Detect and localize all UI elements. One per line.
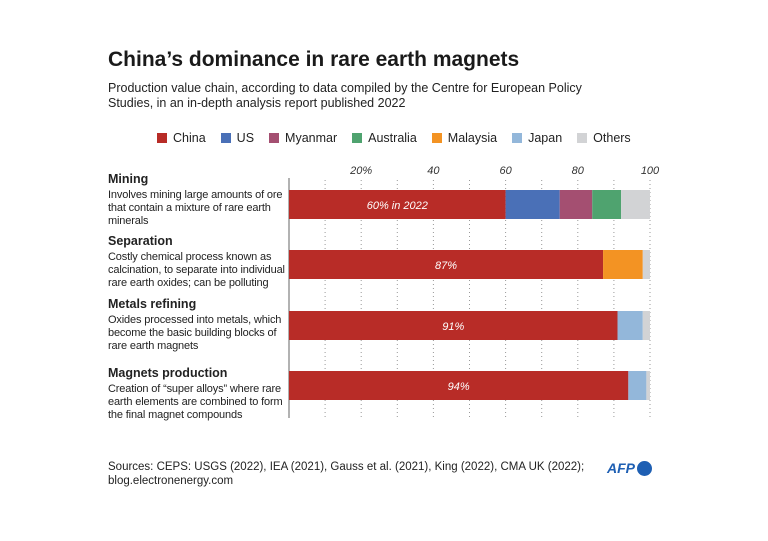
legend-item-myanmar: Myanmar (269, 131, 337, 145)
legend-item-australia: Australia (352, 131, 417, 145)
bar-segment-myanmar (559, 190, 593, 219)
legend-label: Others (593, 131, 631, 145)
legend-item-china: China (157, 131, 206, 145)
bar-segment-china (289, 311, 618, 340)
legend-label: Japan (528, 131, 563, 145)
chart-subtitle: Production value chain, according to dat… (108, 81, 582, 110)
category-name: Mining (108, 172, 149, 186)
x-tick-label: 80 (572, 165, 585, 177)
bar-data-label: 91% (442, 321, 464, 333)
category-labels: Mining Involves mining large amounts of o… (108, 172, 290, 426)
sources-note: Sources: CEPS: USGS (2022), IEA (2021), … (108, 461, 585, 487)
category-label: Mining Involves mining large amounts of o… (108, 172, 290, 234)
legend-item-japan: Japan (512, 131, 562, 145)
afp-logo: AFP (607, 460, 652, 476)
bar-data-label: 94% (448, 381, 470, 393)
bar-segment-japan (628, 371, 647, 400)
x-tick-label: 100 (641, 165, 660, 177)
category-description: Creation of “super alloys” where rare ea… (108, 383, 283, 421)
category-name: Separation (108, 234, 173, 248)
bar-segment-others (646, 371, 650, 400)
legend-label: Australia (368, 131, 417, 145)
category-description: Oxides processed into metals, which beco… (108, 314, 282, 352)
legend-label: Myanmar (285, 131, 338, 145)
bar-segment-others (642, 250, 650, 279)
bar-data-label: 60% in 2022 (367, 200, 428, 212)
legend-swatch (352, 133, 363, 143)
bar-segment-others (642, 311, 650, 340)
category-description: Costly chemical process known as calcina… (108, 251, 285, 289)
bar-segment-malaysia (603, 250, 643, 279)
legend-label: Malaysia (447, 131, 498, 145)
bar-segment-japan (617, 311, 643, 340)
category-label: Metals refining Oxides processed into met… (108, 297, 290, 366)
x-tick-label: 20% (349, 165, 372, 177)
legend-swatch (157, 133, 167, 143)
legend-swatch (220, 133, 231, 143)
bar-segment-us (505, 190, 560, 219)
x-tick-label: 40 (427, 165, 440, 177)
category-description: Involves mining large amounts of ore tha… (108, 189, 283, 227)
x-tick-label: 60 (499, 165, 512, 177)
legend-swatch (577, 133, 588, 143)
bar-segment-china (289, 371, 629, 400)
legend-swatch (431, 133, 442, 143)
legend-label: US (236, 131, 255, 145)
legend-swatch (269, 133, 280, 143)
bar-segment-china (289, 190, 506, 219)
chart-title: China’s dominance in rare earth magnets (108, 48, 520, 71)
bar-segment-others (621, 190, 650, 219)
bar-segment-australia (592, 190, 622, 219)
legend-item-malaysia: Malaysia (431, 131, 498, 145)
legend-item-others: Others (577, 131, 631, 145)
legend-item-us: US (220, 131, 255, 145)
legend: China US Myanmar Australia Malaysia Japan Othe… (157, 131, 646, 145)
bar-segment-china (289, 250, 604, 279)
legend-swatch (512, 133, 523, 143)
category-name: Magnets production (108, 366, 228, 380)
legend-label: China (173, 131, 206, 145)
category-label: Separation Costly chemical process known … (108, 234, 290, 297)
category-label: Magnets production Creation of “super all… (108, 366, 290, 426)
bar-data-label: 87% (435, 260, 457, 272)
category-name: Metals refining (108, 297, 197, 311)
